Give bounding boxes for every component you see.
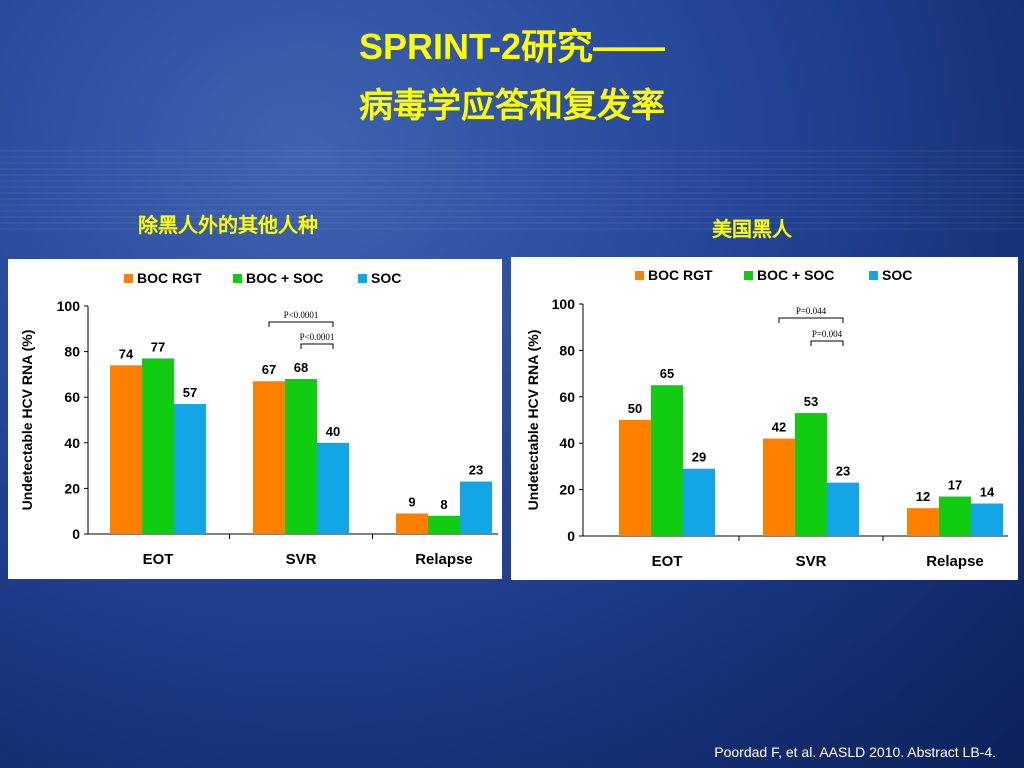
significance-bracket [268, 321, 334, 327]
data-label: 42 [772, 420, 786, 435]
category-label: EOT [652, 553, 683, 570]
left-bar-chart: 0 20 40 60 80 100 Undetectable HCV RNA (%) 74 77… [19, 270, 498, 568]
y-tick-label: 20 [64, 480, 80, 496]
y-tick-label: 0 [72, 526, 80, 542]
bar [763, 438, 795, 536]
bar [396, 513, 428, 534]
right-bar-chart: 0 20 40 60 80 100 Undetectable HCV RNA (%) 50 65… [525, 267, 1008, 570]
bar [460, 481, 492, 534]
bar [428, 515, 460, 534]
data-label: 40 [326, 424, 340, 439]
bar [253, 381, 285, 534]
data-label: 9 [408, 494, 415, 509]
legend-swatch [744, 271, 753, 280]
bar [110, 365, 142, 534]
legend-swatch [233, 274, 242, 283]
bar [683, 468, 715, 536]
left-chart-panel: 0 20 40 60 80 100 Undetectable HCV RNA (%) 74 77… [8, 259, 502, 579]
data-label: 67 [262, 362, 276, 377]
category-label: Relapse [415, 551, 473, 568]
bar [174, 404, 206, 534]
legend-label: SOC [371, 270, 401, 286]
y-tick-label: 40 [64, 435, 80, 451]
y-tick-label: 80 [64, 344, 80, 360]
bar [142, 358, 174, 534]
citation: Poordad F, et al. AASLD 2010. Abstract L… [714, 744, 996, 760]
y-tick-label: 20 [559, 482, 575, 498]
legend-label: BOC + SOC [246, 270, 323, 286]
legend-swatch [869, 271, 878, 280]
significance-bracket [810, 340, 844, 346]
data-label: 65 [660, 366, 674, 381]
data-label: 50 [628, 401, 642, 416]
bar [651, 385, 683, 536]
legend-swatch [124, 274, 133, 283]
significance-bracket [300, 343, 334, 349]
bar [619, 420, 651, 536]
bar [827, 482, 859, 536]
y-tick-label: 100 [57, 298, 81, 314]
bar [939, 496, 971, 536]
slide-subtitle: 病毒学应答和复发率 [359, 87, 665, 125]
data-label: 23 [836, 464, 850, 479]
p-value-annotation: P=0.044 [796, 306, 827, 316]
data-label: 53 [804, 394, 818, 409]
data-label: 68 [294, 360, 308, 375]
y-tick-label: 100 [552, 296, 576, 312]
legend-swatch [635, 271, 644, 280]
legend-label: BOC RGT [648, 267, 713, 283]
data-label: 74 [119, 346, 134, 361]
y-tick-label: 0 [567, 528, 575, 544]
right-chart-heading: 美国黑人 [712, 219, 792, 241]
y-tick-label: 40 [559, 435, 575, 451]
data-label: 14 [980, 485, 995, 500]
background-stripes [0, 150, 1024, 230]
left-chart-heading: 除黑人外的其他人种 [138, 215, 318, 237]
data-label: 23 [469, 463, 483, 478]
p-value-annotation: P<0.0001 [300, 332, 335, 342]
category-label: Relapse [926, 553, 984, 570]
y-axis-title: Undetectable HCV RNA (%) [525, 330, 541, 511]
y-tick-label: 60 [559, 389, 575, 405]
data-label: 77 [151, 339, 165, 354]
significance-bracket [778, 317, 844, 323]
p-value-annotation: P<0.0001 [284, 310, 319, 320]
bar [317, 442, 349, 534]
bar [907, 508, 939, 536]
data-label: 17 [948, 478, 962, 493]
data-label: 8 [440, 497, 447, 512]
bar [795, 413, 827, 536]
p-value-annotation: P=0.004 [812, 329, 843, 339]
y-axis-title: Undetectable HCV RNA (%) [19, 330, 35, 511]
data-label: 12 [916, 489, 930, 504]
legend-swatch [358, 274, 367, 283]
data-label: 29 [692, 450, 706, 465]
category-label: EOT [143, 551, 174, 568]
bar [285, 378, 317, 534]
category-label: SVR [286, 551, 317, 568]
right-chart-panel: 0 20 40 60 80 100 Undetectable HCV RNA (%) 50 65… [511, 257, 1018, 580]
legend-label: SOC [882, 267, 912, 283]
bar [971, 503, 1003, 536]
data-label: 57 [183, 385, 197, 400]
legend-label: BOC + SOC [757, 267, 834, 283]
legend-label: BOC RGT [137, 270, 202, 286]
y-tick-label: 60 [64, 389, 80, 405]
y-tick-label: 80 [559, 342, 575, 358]
category-label: SVR [796, 553, 827, 570]
slide-title: SPRINT-2研究—— [358, 26, 666, 67]
